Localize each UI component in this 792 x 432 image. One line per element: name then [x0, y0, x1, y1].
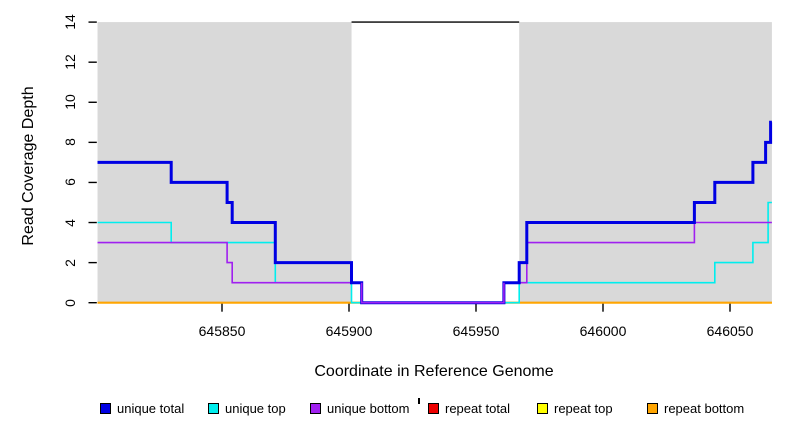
shaded-region [519, 22, 772, 303]
legend-label: unique bottom [327, 400, 410, 416]
legend-label: repeat top [554, 400, 613, 416]
legend-swatch [647, 402, 658, 414]
y-tick-label: 4 [62, 218, 78, 227]
legend-item-unique-top: unique top [208, 398, 286, 418]
legend-swatch [537, 402, 548, 414]
x-tick-label: 646000 [579, 323, 627, 339]
x-tick-label: 645950 [452, 323, 500, 339]
legend-label: repeat total [445, 400, 511, 416]
legend-swatch [310, 402, 321, 414]
legend-item-repeat-total: repeat total [428, 398, 510, 418]
x-tick-label: 645900 [325, 323, 373, 339]
y-tick-label: 0 [62, 298, 78, 307]
y-tick-label: 8 [62, 138, 78, 147]
legend-item-repeat-bottom: repeat bottom [647, 398, 744, 418]
y-tick-label: 6 [62, 178, 78, 187]
legend-swatch [208, 402, 219, 414]
x-tick-label: 645850 [198, 323, 246, 339]
y-tick-label: 12 [62, 54, 78, 70]
legend-swatch [100, 402, 111, 414]
legend-label: unique total [117, 400, 185, 416]
y-tick-label: 10 [62, 94, 78, 111]
x-tick-label: 646050 [706, 323, 754, 339]
plot-svg [88, 21, 773, 312]
legend-label: repeat bottom [664, 400, 745, 416]
legend-label: unique top [225, 400, 286, 416]
legend-item-unique-total: unique total [100, 398, 184, 418]
y-tick-label: 2 [62, 258, 78, 267]
y-axis-title: Read Coverage Depth [20, 86, 37, 246]
series-unique-total-line [97, 120, 773, 305]
legend-swatch [428, 402, 439, 414]
x-axis-title: Coordinate in Reference Genome [314, 363, 554, 380]
legend: unique total unique top unique bottom repea… [0, 398, 792, 420]
legend-item-unique-bottom: unique bottom [310, 398, 409, 418]
stray-mark [418, 398, 420, 404]
legend-item-repeat-top: repeat top [537, 398, 613, 418]
gap-zero-overlay [360, 282, 505, 304]
y-tick-label: 14 [62, 14, 78, 30]
